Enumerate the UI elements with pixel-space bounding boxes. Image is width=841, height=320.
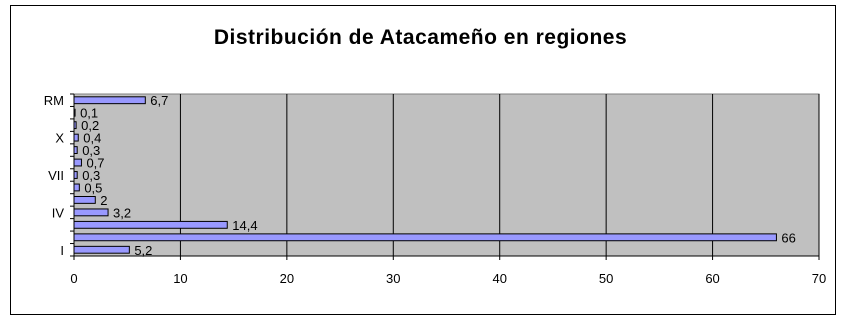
bar-III [73, 220, 228, 229]
bar-VI [73, 183, 80, 192]
value-label-I: 5,2 [134, 243, 152, 258]
x-tick-label: 70 [812, 271, 826, 286]
x-tick-labels: 0 10 20 30 40 50 60 70 [70, 271, 826, 286]
value-label-VIII: 0,7 [86, 156, 104, 171]
y-tick-label: RM [44, 93, 64, 108]
chart-title: Distribución de Atacameño en regiones [213, 26, 628, 49]
bar-V [73, 195, 96, 204]
value-label-IV: 3,2 [113, 205, 131, 220]
x-tick-label: 40 [492, 271, 506, 286]
y-tick-labels: I IV VII X RM [44, 93, 65, 258]
x-tick-label: 10 [173, 271, 187, 286]
gridlines [179, 94, 820, 256]
value-label-XI: 0,2 [81, 118, 99, 133]
y-tick-label: I [60, 243, 64, 258]
x-tick-label: 0 [70, 271, 77, 286]
y-tick-label: VII [48, 168, 64, 183]
bar-X [73, 133, 79, 142]
bar-II [73, 233, 777, 242]
x-tick-label: 50 [599, 271, 613, 286]
y-tick-label: IV [52, 205, 65, 220]
x-tick-label: 20 [280, 271, 294, 286]
value-label-VII: 0,3 [82, 168, 100, 183]
value-label-RM: 6,7 [150, 93, 168, 108]
y-tick-label: X [55, 131, 64, 146]
value-label-X: 0,4 [83, 131, 101, 146]
value-label-V: 2 [100, 193, 107, 208]
x-tick-label: 30 [386, 271, 400, 286]
value-label-II: 66 [781, 230, 795, 245]
axes [70, 93, 820, 260]
value-label-VI: 0,5 [84, 180, 102, 195]
value-label-IX: 0,3 [82, 143, 100, 158]
bar-VIII [73, 158, 82, 167]
bar-IV [73, 208, 109, 217]
plot-area [73, 93, 820, 257]
value-label-III: 14,4 [232, 218, 257, 233]
bar-I [73, 245, 130, 254]
bar-RM [73, 96, 146, 105]
value-label-XII: 0,1 [80, 106, 98, 121]
x-tick-label: 60 [705, 271, 719, 286]
plot-background [73, 93, 820, 257]
